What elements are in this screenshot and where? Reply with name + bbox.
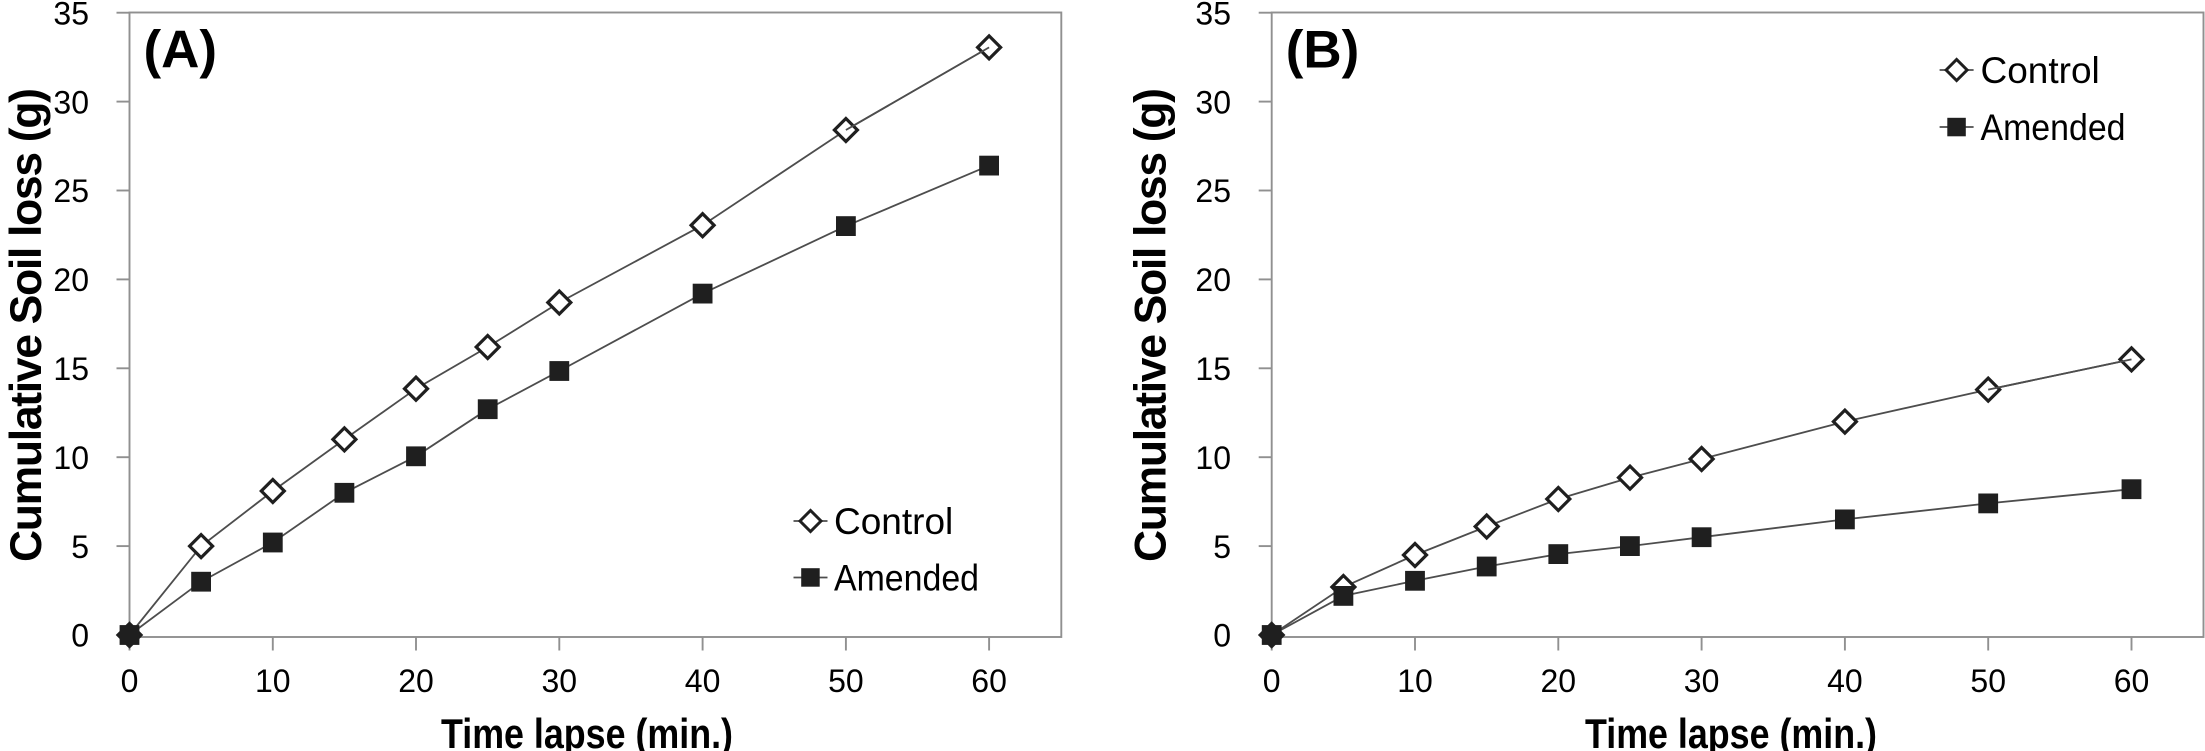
svg-text:Time lapse (min.): Time lapse (min.) (441, 710, 733, 751)
svg-text:0: 0 (71, 618, 89, 654)
svg-text:10: 10 (255, 663, 291, 699)
svg-text:25: 25 (53, 173, 89, 209)
svg-text:Amended: Amended (1981, 107, 2126, 148)
svg-text:Control: Control (834, 501, 953, 542)
svg-text:20: 20 (1195, 262, 1231, 298)
svg-text:10: 10 (1195, 440, 1231, 476)
svg-text:20: 20 (53, 262, 89, 298)
svg-text:Cumulative Soil loss (g): Cumulative Soil loss (g) (2, 88, 51, 562)
svg-text:35: 35 (1195, 0, 1231, 31)
svg-text:15: 15 (1195, 351, 1231, 387)
svg-text:5: 5 (1213, 529, 1231, 565)
svg-text:5: 5 (71, 529, 89, 565)
svg-text:60: 60 (2114, 663, 2150, 699)
svg-text:20: 20 (1541, 663, 1577, 699)
svg-text:40: 40 (685, 663, 721, 699)
svg-text:30: 30 (542, 663, 578, 699)
svg-text:35: 35 (53, 0, 89, 31)
svg-text:30: 30 (1684, 663, 1720, 699)
svg-text:60: 60 (971, 663, 1007, 699)
svg-text:50: 50 (828, 663, 864, 699)
svg-text:Amended: Amended (834, 558, 979, 599)
svg-text:(A): (A) (144, 21, 218, 80)
svg-text:(B): (B) (1286, 21, 1360, 80)
svg-text:30: 30 (53, 84, 89, 120)
svg-text:0: 0 (1213, 618, 1231, 654)
svg-text:50: 50 (1970, 663, 2006, 699)
svg-text:Time lapse (min.): Time lapse (min.) (1585, 710, 1877, 751)
svg-text:0: 0 (121, 663, 139, 699)
svg-text:20: 20 (398, 663, 434, 699)
svg-text:Cumulative Soil loss (g): Cumulative Soil loss (g) (1127, 88, 1176, 562)
svg-text:10: 10 (1397, 663, 1433, 699)
svg-text:15: 15 (53, 351, 89, 387)
svg-text:25: 25 (1195, 173, 1231, 209)
svg-text:10: 10 (53, 440, 89, 476)
svg-text:30: 30 (1195, 84, 1231, 120)
svg-text:0: 0 (1263, 663, 1281, 699)
svg-text:40: 40 (1827, 663, 1863, 699)
svg-text:Control: Control (1981, 50, 2100, 91)
